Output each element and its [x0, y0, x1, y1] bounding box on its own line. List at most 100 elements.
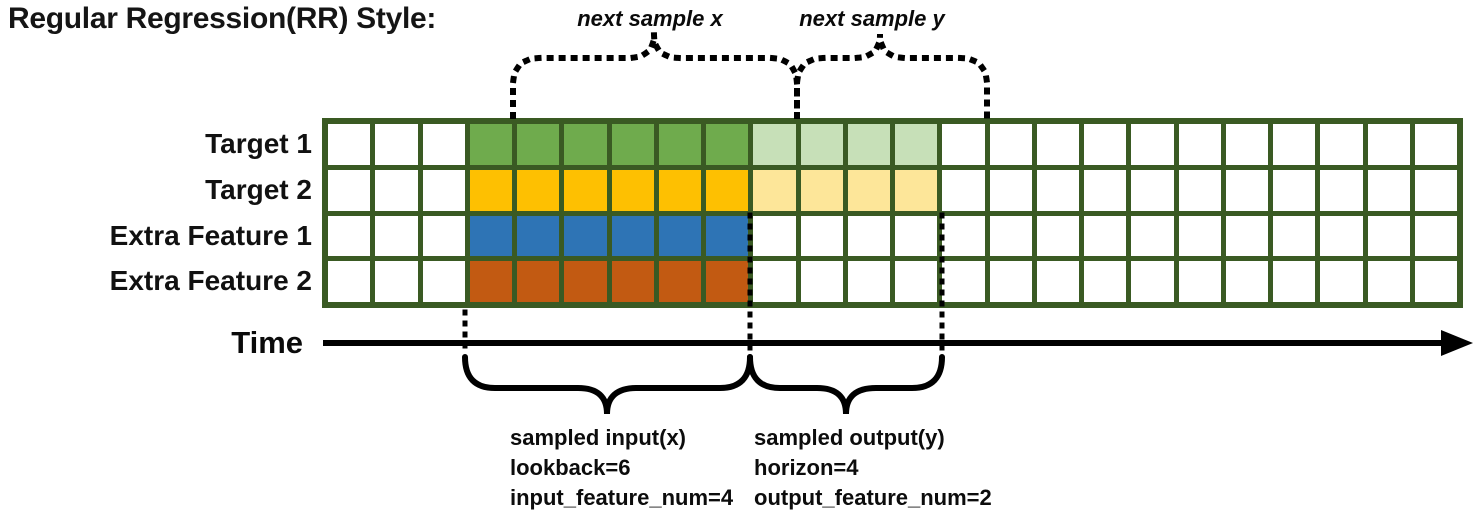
grid-cell	[753, 261, 796, 302]
grid-cell	[1036, 215, 1079, 257]
grid-cell	[1273, 169, 1316, 211]
grid-cell	[1084, 169, 1127, 211]
row-label-target-2: Target 2	[205, 174, 312, 205]
overbrace-next-sample-x-icon	[510, 33, 800, 119]
grid-cell	[564, 261, 607, 302]
grid-cell	[517, 261, 560, 302]
grid-cell	[1225, 124, 1268, 165]
grid-cell	[1131, 169, 1174, 211]
grid-cell	[469, 261, 512, 302]
page-title: Regular Regression(RR) Style:	[8, 2, 437, 35]
grid-cell	[611, 169, 654, 211]
grid-cell	[895, 261, 938, 302]
grid-cell	[989, 124, 1032, 165]
grid-cell	[942, 261, 985, 302]
grid-cell	[517, 169, 560, 211]
grid-cell	[1320, 215, 1363, 257]
grid-cell	[375, 169, 418, 211]
grid-cell	[564, 169, 607, 211]
grid-cell	[1131, 124, 1174, 165]
grid-cell	[847, 261, 890, 302]
next-sample-y-label: next sample y	[799, 6, 945, 31]
grid-cell	[1273, 261, 1316, 302]
grid-cell	[800, 124, 843, 165]
sampled-input-annotation: sampled input(x) lookback=6 input_featur…	[510, 423, 733, 513]
underbrace-sampled-input-icon	[462, 354, 753, 415]
grid-cell	[658, 124, 701, 165]
grid-cell	[422, 215, 465, 257]
grid-cell	[328, 169, 371, 211]
underbrace-sampled-output-icon	[747, 354, 945, 415]
grid-cell	[800, 215, 843, 257]
grid-cell	[1414, 124, 1457, 165]
grid-cell	[847, 215, 890, 257]
grid-cell	[895, 124, 938, 165]
grid-cell	[328, 124, 371, 165]
grid-cell	[1036, 169, 1079, 211]
grid-cell	[1367, 124, 1410, 165]
grid-cell	[422, 124, 465, 165]
grid-cell	[658, 261, 701, 302]
grid-cell	[517, 215, 560, 257]
grid-cell	[611, 124, 654, 165]
grid-cell	[942, 124, 985, 165]
grid-cell	[1084, 261, 1127, 302]
grid-cell	[1320, 261, 1363, 302]
grid-cell	[895, 215, 938, 257]
grid-cell	[753, 169, 796, 211]
grid-cell	[1414, 261, 1457, 302]
grid-cell	[375, 124, 418, 165]
grid-cell	[706, 215, 749, 257]
grid-cell	[564, 215, 607, 257]
time-axis-label: Time	[231, 325, 303, 360]
grid-cell	[1178, 124, 1221, 165]
sampled-input-line-3: input_feature_num=4	[510, 485, 734, 510]
next-sample-x-label: next sample x	[577, 6, 723, 31]
sampled-output-line-3: output_feature_num=2	[754, 485, 992, 510]
grid-cell	[989, 215, 1032, 257]
grid-cell	[989, 261, 1032, 302]
grid-cell	[611, 215, 654, 257]
grid-cell	[658, 169, 701, 211]
grid-cell	[1273, 124, 1316, 165]
time-axis-arrowhead-icon	[1441, 330, 1473, 356]
grid-cell	[1036, 261, 1079, 302]
sampled-output-line-1: sampled output(y)	[754, 425, 945, 450]
grid-cell	[706, 261, 749, 302]
grid-cell	[989, 169, 1032, 211]
grid-cell	[942, 169, 985, 211]
grid-cell	[469, 215, 512, 257]
grid-cell	[1084, 215, 1127, 257]
grid-cell	[800, 261, 843, 302]
grid-cell	[800, 169, 843, 211]
grid-cell	[1225, 261, 1268, 302]
sampled-output-annotation: sampled output(y) horizon=4 output_featu…	[754, 423, 992, 513]
grid-cell	[1178, 215, 1221, 257]
grid-cell	[1367, 215, 1410, 257]
grid-cell	[375, 215, 418, 257]
grid-cell	[375, 261, 418, 302]
grid-cell	[895, 169, 938, 211]
grid-cell	[1320, 169, 1363, 211]
grid-cell	[1273, 215, 1316, 257]
grid-cell	[847, 124, 890, 165]
overbrace-next-sample-y-icon	[794, 33, 990, 119]
grid-cell	[706, 169, 749, 211]
sampled-input-line-2: lookback=6	[510, 455, 631, 480]
sampled-output-line-2: horizon=4	[754, 455, 859, 480]
grid-cell	[1414, 215, 1457, 257]
grid-cell	[706, 124, 749, 165]
row-label-extra-feature-2: Extra Feature 2	[109, 265, 312, 296]
time-series-grid	[322, 118, 1463, 308]
grid-cell	[611, 261, 654, 302]
grid-cell	[753, 215, 796, 257]
grid-cell	[1131, 215, 1174, 257]
grid-cell	[942, 215, 985, 257]
grid-cell	[1131, 261, 1174, 302]
grid-cell	[658, 215, 701, 257]
grid-cell	[1225, 169, 1268, 211]
grid-cell	[1036, 124, 1079, 165]
grid-cell	[1084, 124, 1127, 165]
grid-cell	[422, 169, 465, 211]
